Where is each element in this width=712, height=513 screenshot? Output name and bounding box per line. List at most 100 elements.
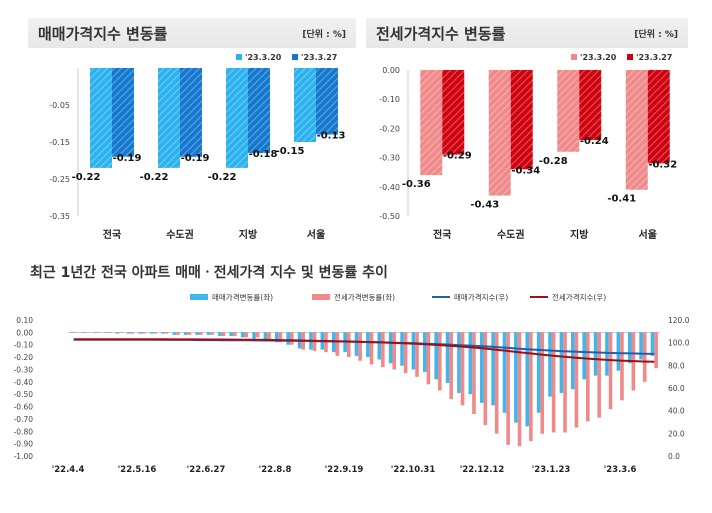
y-tick-label: -0.10 xyxy=(379,95,400,104)
sale-rate-bar xyxy=(639,332,643,360)
legend-label: '23.3.27 xyxy=(636,53,672,62)
sale-rate-bar xyxy=(582,332,586,380)
jeonse-rate-bar xyxy=(176,332,180,335)
jeonse-rate-bar xyxy=(267,332,271,340)
category-label: 지방 xyxy=(570,228,589,241)
jeonse-rate-bar xyxy=(642,332,647,382)
left-y-tick: -0.20 xyxy=(14,353,34,362)
sale-rate-bar xyxy=(92,332,97,333)
bar xyxy=(647,70,670,164)
legend-swatch xyxy=(571,54,577,60)
legend-swatch xyxy=(627,54,633,60)
sale-rate-bar xyxy=(127,332,131,334)
data-label: -0.41 xyxy=(607,194,636,205)
x-tick-label: '22.8.8 xyxy=(259,465,292,475)
data-label: -0.43 xyxy=(470,200,499,211)
jeonse-rate-title: 전세가격지수 변동률 xyxy=(376,25,506,43)
trend-title: 최근 1년간 전국 아파트 매매ㆍ전세가격 지수 및 변동률 추이 xyxy=(30,265,388,281)
left-y-tick: -1.00 xyxy=(14,452,34,461)
legend-label: 매매가격지수(우) xyxy=(454,292,508,302)
jeonse-rate-bar xyxy=(415,332,419,377)
sale-rate-bar xyxy=(275,332,279,343)
legend-label: '23.3.27 xyxy=(301,53,337,62)
sale-rate-bar xyxy=(240,332,245,338)
x-tick-label: '22.10.31 xyxy=(391,465,436,475)
data-label: -0.29 xyxy=(443,151,472,162)
jeonse-rate-title-bar: 전세가격지수 변동률 [단위 : %] xyxy=(366,18,688,48)
left-y-tick: 0.10 xyxy=(16,316,33,325)
right-y-tick: 20.0 xyxy=(668,429,685,438)
bar xyxy=(90,68,112,168)
legend-label: 전세가격변동률(좌) xyxy=(334,292,395,302)
bar xyxy=(510,70,533,170)
bar xyxy=(180,68,202,157)
y-tick-label: -0.05 xyxy=(49,101,70,110)
jeonse-rate-chart: '23.3.20 '23.3.27 0.00 -0.10 -0.20 -0.30 -0.40… xyxy=(379,53,677,241)
sale-rate-bar xyxy=(536,332,541,413)
sale-rate-bar xyxy=(559,332,564,393)
legend-label: 매매가격변동률(좌) xyxy=(212,292,273,302)
sale-rate-bar xyxy=(525,332,530,427)
bar xyxy=(112,68,134,157)
sale-rate-chart: '23.3.20 '23.3.27 -0.05 -0.15 -0.25 -0.35 -0.2… xyxy=(49,53,346,241)
sale-rate-bar xyxy=(479,332,484,403)
jeonse-rate-bar xyxy=(551,332,556,433)
jeonse-rate-bar xyxy=(483,332,488,426)
sale-rate-bar xyxy=(514,332,518,423)
category-label: 서울 xyxy=(307,228,325,241)
sale-rate-bar xyxy=(138,332,142,334)
data-label: -0.32 xyxy=(648,159,677,170)
sale-rate-panel: 매매가격지수 변동률 [단위 : %] '23.3.20 '23.3.27 -0.0… xyxy=(28,18,356,250)
bar xyxy=(158,68,180,168)
jeonse-rate-bar xyxy=(381,332,385,367)
sale-rate-bar xyxy=(366,332,370,358)
right-y-tick: 0.0 xyxy=(668,452,680,461)
sale-rate-bar xyxy=(388,332,393,364)
legend-swatch xyxy=(190,294,208,300)
jeonse-rate-panel: 전세가격지수 변동률 [단위 : %] '23.3.20 '23.3.27 0.00… xyxy=(366,18,688,250)
sale-rate-title: 매매가격지수 변동률 xyxy=(38,25,168,43)
data-label: -0.22 xyxy=(72,172,101,183)
jeonse-rate-bar xyxy=(472,332,476,414)
sale-rate-bar xyxy=(115,332,120,334)
bar xyxy=(248,68,270,154)
jeonse-rate-bar xyxy=(494,332,499,434)
sale-rate-bar xyxy=(229,332,234,337)
trend-chart: 매매가격변동률(좌) 전세가격변동률(좌) 매매가격지수(우) 전세가격지수(우) 0.… xyxy=(14,292,690,475)
jeonse-rate-bar xyxy=(73,332,78,333)
sale-rate-bar xyxy=(218,332,222,337)
data-label: -0.28 xyxy=(539,156,568,167)
bar xyxy=(488,70,511,196)
legend-label: 전세가격지수(우) xyxy=(552,292,606,302)
sale-rate-bar xyxy=(161,332,165,334)
sale-rate-bar xyxy=(354,332,359,356)
y-tick-label: -0.35 xyxy=(49,212,70,221)
sale-rate-bar xyxy=(605,332,609,376)
jeonse-rate-bar xyxy=(119,332,123,333)
jeonse-rate-bar xyxy=(586,332,590,422)
jeonse-rate-bar xyxy=(506,332,510,445)
data-label: -0.22 xyxy=(208,172,237,183)
left-y-tick: -0.40 xyxy=(14,378,34,387)
left-y-tick: -0.10 xyxy=(14,341,34,350)
x-tick-label: '22.5.16 xyxy=(118,465,157,475)
sale-rate-bar xyxy=(81,332,86,333)
data-label: -0.34 xyxy=(511,165,540,176)
sale-rate-bar xyxy=(70,332,74,333)
sale-rate-bar xyxy=(400,332,404,366)
jeonse-rate-bar xyxy=(403,332,408,374)
y-tick-label: -0.20 xyxy=(379,124,400,133)
data-label: -0.13 xyxy=(317,131,346,142)
jeonse-rate-bar xyxy=(153,332,157,334)
sale-rate-bar xyxy=(627,332,632,364)
y-tick-label: 0.00 xyxy=(382,66,400,75)
sale-rate-bar xyxy=(468,332,473,395)
jeonse-rate-bar xyxy=(244,332,249,338)
jeonse-rate-bar xyxy=(187,332,192,335)
x-tick-label: '22.6.27 xyxy=(187,465,226,475)
sale-rate-bar xyxy=(445,332,450,384)
y-tick-label: -0.40 xyxy=(379,183,400,192)
right-y-tick: 60.0 xyxy=(668,384,685,393)
data-label: -0.24 xyxy=(580,136,609,147)
bar xyxy=(420,70,443,176)
